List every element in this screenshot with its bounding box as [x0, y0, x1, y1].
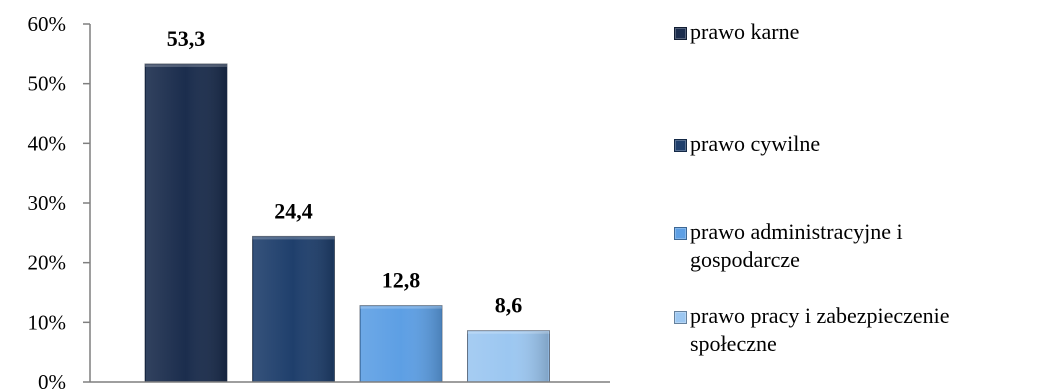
legend-item: prawo karne	[674, 18, 799, 46]
bar-top-highlight	[467, 330, 550, 334]
bar-group: 24,4	[252, 198, 335, 383]
bar-top-highlight	[252, 236, 335, 240]
legend-label-line: prawo karne	[690, 19, 800, 44]
y-tick-label: 40%	[28, 131, 67, 155]
data-label: 8,6	[495, 293, 523, 318]
legend-label: prawo pracy i zabezpieczenie społeczne	[690, 302, 950, 358]
y-tick-label: 0%	[38, 370, 66, 389]
legend-swatch	[674, 139, 687, 152]
legend-label-line: prawo cywilne	[690, 131, 821, 156]
y-tick-label: 50%	[28, 72, 67, 96]
legend-label-line: społeczne	[690, 331, 777, 356]
bar-shading	[253, 237, 334, 382]
y-tick-label: 60%	[28, 12, 67, 36]
bar-group: 8,6	[467, 293, 550, 383]
legend-item: prawo administracyjne i gospodarcze	[674, 218, 903, 274]
y-tick-label: 10%	[28, 310, 67, 334]
legend-label-line: gospodarcze	[690, 247, 800, 272]
legend-swatch	[674, 27, 687, 40]
bar-shading	[361, 306, 441, 382]
bars: 53,3 24,4 12,8 8,6	[144, 26, 550, 383]
bar-group: 12,8	[359, 268, 443, 383]
legend-label-line: prawo pracy i zabezpieczenie	[690, 303, 950, 328]
legend-label: prawo cywilne	[690, 130, 820, 158]
bar-shading	[146, 64, 226, 382]
y-axis: 0% 10% 20% 30% 40% 50% 60%	[28, 12, 91, 389]
legend-swatch	[674, 227, 687, 240]
legend-label-line: prawo administracyjne i	[690, 219, 903, 244]
legend-label: prawo administracyjne i gospodarcze	[690, 218, 903, 274]
data-label: 24,4	[274, 198, 313, 223]
y-tick-label: 30%	[28, 191, 67, 215]
legend-swatch	[674, 311, 687, 324]
legend-item: prawo cywilne	[674, 130, 820, 158]
bar-shading	[468, 331, 549, 382]
data-label: 12,8	[382, 268, 421, 293]
bar-group: 53,3	[144, 26, 228, 383]
bar-top-highlight	[145, 63, 227, 67]
legend-item: prawo pracy i zabezpieczenie społeczne	[674, 302, 950, 358]
bar-top-highlight	[360, 305, 442, 309]
y-tick-label: 20%	[28, 251, 67, 275]
data-label: 53,3	[167, 26, 206, 51]
legend-label: prawo karne	[690, 18, 799, 46]
